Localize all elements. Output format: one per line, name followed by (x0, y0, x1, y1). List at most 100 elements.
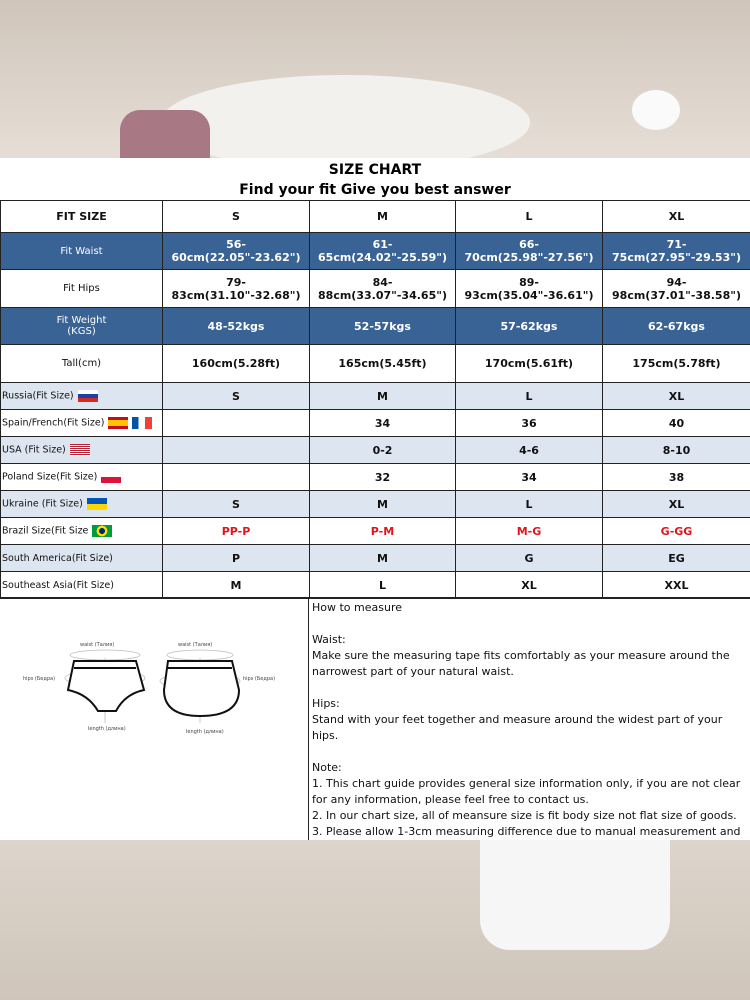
size-value: 61-65cm(24.02"-25.59") (309, 232, 456, 270)
size-value: 71-75cm(27.95"-29.53") (602, 232, 750, 270)
header-row: FIT SIZE S M L XL (0, 200, 750, 233)
acrylic-plaque (160, 75, 530, 170)
diagram-length-label-1: length (длина) (88, 726, 126, 732)
size-value: S (162, 382, 310, 410)
hips-heading: Hips: (312, 697, 340, 710)
row-label: Fit Hips (0, 269, 163, 308)
measure-row: Tall(cm) 160cm(5.28ft) 165cm(5.45ft) 170cm(… (0, 344, 750, 383)
country-name: Spain/French(Fit Size) (2, 417, 105, 429)
size-value: M (309, 490, 456, 518)
country-label: Spain/French(Fit Size) (0, 409, 163, 437)
country-name: USA (Fit Size) (2, 444, 66, 456)
size-value: 4-6 (455, 436, 603, 464)
size-value: 36 (455, 409, 603, 437)
size-value: M (309, 382, 456, 410)
size-value: 57-62kgs (455, 307, 603, 345)
measure-section: waist (Талия) waist (Талия) hips (Бедра)… (0, 597, 750, 854)
size-value: 160cm(5.28ft) (162, 344, 310, 383)
country-label: Brazil Size(Fit Size (0, 517, 163, 545)
hips-text: Stand with your feet together and measur… (312, 713, 723, 742)
column-header: XL (602, 200, 750, 233)
size-value: 84-88cm(33.07"-34.65") (309, 269, 456, 308)
country-name: Russia(Fit Size) (2, 390, 74, 402)
measure-row: Fit Hips 79-83cm(31.10"-32.68") 84-88cm(33… (0, 269, 750, 308)
fabric (120, 110, 210, 160)
country-label: Poland Size(Fit Size) (0, 463, 163, 491)
size-value: 32 (309, 463, 456, 491)
size-value: 34 (455, 463, 603, 491)
size-value: L (455, 490, 603, 518)
country-name: South America(Fit Size) (2, 552, 113, 564)
underwear-diagram-icon: waist (Талия) waist (Талия) hips (Бедра)… (23, 642, 275, 735)
measure-row: Fit Weight (KGS) 48-52kgs 52-57kgs 57-62kgs… (0, 307, 750, 345)
country-label: Ukraine (Fit Size) (0, 490, 163, 518)
size-value: XXL (602, 571, 750, 599)
size-value: P-M (309, 517, 456, 545)
country-label: South America(Fit Size) (0, 544, 163, 572)
brazil-flag-icon (92, 525, 113, 537)
row-label: Fit Waist (0, 232, 163, 270)
size-value: G (455, 544, 603, 572)
country-name: Ukraine (Fit Size) (2, 498, 83, 510)
size-value: 0-2 (309, 436, 456, 464)
country-row: Spain/French(Fit Size) 34 36 40 (0, 409, 750, 437)
size-value: 8-10 (602, 436, 750, 464)
country-row: South America(Fit Size) P M G EG (0, 544, 750, 572)
size-value: G-GG (602, 517, 750, 545)
size-value: 94-98cm(37.01"-38.58") (602, 269, 750, 308)
france-flag-icon (132, 417, 153, 429)
diagram-waist-label-1: waist (Талия) (80, 642, 114, 648)
measure-row: Fit Waist 56-60cm(22.05"-23.62") 61-65cm(2… (0, 232, 750, 270)
size-value (162, 436, 310, 464)
country-row: Poland Size(Fit Size) 32 34 38 (0, 463, 750, 491)
size-value: 62-67kgs (602, 307, 750, 345)
cotton-flower (632, 90, 680, 130)
note-1: 1. This chart guide provides general siz… (312, 777, 741, 806)
size-value: 56-60cm(22.05"-23.62") (162, 232, 310, 270)
size-value: P (162, 544, 310, 572)
size-value: XL (455, 571, 603, 599)
waist-text: Make sure the measuring tape fits comfor… (312, 649, 730, 678)
size-value: PP-P (162, 517, 310, 545)
diagram-length-label-2: length (длина) (186, 729, 224, 735)
size-value: EG (602, 544, 750, 572)
chart-subtitle: Find your fit Give you best answer (239, 182, 511, 198)
diagram-hips-label-2: hips (Бедра) (243, 676, 275, 682)
column-header: M (309, 200, 456, 233)
size-value: L (455, 382, 603, 410)
size-value (162, 409, 310, 437)
measure-diagram: waist (Талия) waist (Талия) hips (Бедра)… (0, 598, 309, 841)
size-value: 66-70cm(25.98"-27.56") (455, 232, 603, 270)
size-value: L (309, 571, 456, 599)
size-value: XL (602, 490, 750, 518)
country-row: Russia(Fit Size) S M L XL (0, 382, 750, 410)
note-2: 2. In our chart size, all of meansure si… (312, 809, 737, 822)
size-value: 175cm(5.78ft) (602, 344, 750, 383)
howto-title: How to measure (312, 601, 403, 614)
size-value: 38 (602, 463, 750, 491)
size-chart: SIZE CHART Find your fit Give you best a… (0, 158, 750, 854)
size-value: 165cm(5.45ft) (309, 344, 456, 383)
size-value: M-G (455, 517, 603, 545)
column-header: S (162, 200, 310, 233)
usa-flag-icon (69, 444, 90, 456)
size-value: 40 (602, 409, 750, 437)
size-value: XL (602, 382, 750, 410)
size-value: M (309, 544, 456, 572)
size-value: 79-83cm(31.10"-32.68") (162, 269, 310, 308)
diagram-hips-label-1: hips (Бедра) (23, 676, 55, 682)
country-label: Southeast Asia(Fit Size) (0, 571, 163, 599)
size-value: S (162, 490, 310, 518)
size-value: 89-93cm(35.04"-36.61") (455, 269, 603, 308)
lace-underwear (480, 840, 670, 950)
size-value: 170cm(5.61ft) (455, 344, 603, 383)
spain-flag-icon (108, 417, 129, 429)
column-header: FIT SIZE (0, 200, 163, 233)
column-header: L (455, 200, 603, 233)
poland-flag-icon (101, 471, 122, 483)
row-label: Tall(cm) (0, 344, 163, 383)
ukraine-flag-icon (86, 498, 107, 510)
size-value: M (162, 571, 310, 599)
chart-title: SIZE CHART (328, 162, 422, 178)
size-value: 52-57kgs (309, 307, 456, 345)
